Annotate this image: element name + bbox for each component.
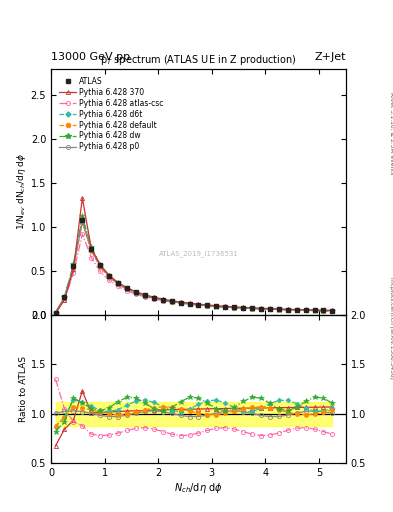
X-axis label: $N_{ch}$/d$\eta$ d$\phi$: $N_{ch}$/d$\eta$ d$\phi$ bbox=[174, 481, 223, 495]
Text: Rivet 3.1.10, ≥ 2.5M events: Rivet 3.1.10, ≥ 2.5M events bbox=[389, 92, 393, 175]
Y-axis label: Ratio to ATLAS: Ratio to ATLAS bbox=[19, 356, 28, 422]
Text: Z+Jet: Z+Jet bbox=[314, 52, 346, 62]
Text: p$_T$ spectrum (ATLAS UE in Z production): p$_T$ spectrum (ATLAS UE in Z production… bbox=[100, 53, 297, 67]
Y-axis label: 1/N$_{ev}$ dN$_{ch}$/d$\eta$ d$\phi$: 1/N$_{ev}$ dN$_{ch}$/d$\eta$ d$\phi$ bbox=[15, 153, 28, 230]
Legend: ATLAS, Pythia 6.428 370, Pythia 6.428 atlas-csc, Pythia 6.428 d6t, Pythia 6.428 : ATLAS, Pythia 6.428 370, Pythia 6.428 at… bbox=[58, 75, 165, 153]
Text: mcplots.cern.ch [arXiv:1306.3436]: mcplots.cern.ch [arXiv:1306.3436] bbox=[389, 277, 393, 378]
Text: 13000 GeV pp: 13000 GeV pp bbox=[51, 52, 130, 62]
Text: ATLAS_2019_I1736531: ATLAS_2019_I1736531 bbox=[158, 250, 239, 257]
